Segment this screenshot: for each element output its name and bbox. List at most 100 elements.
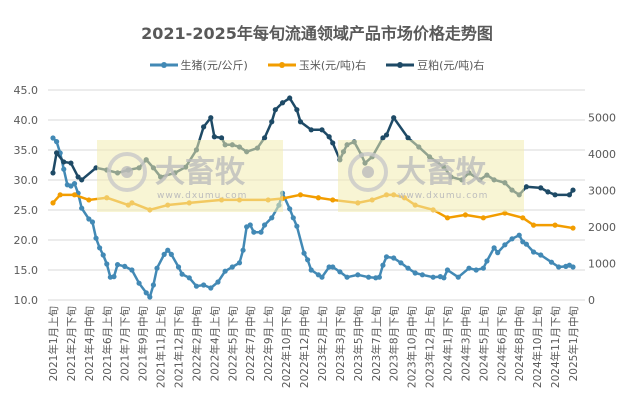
x-tick-label: 2024年3月中旬 xyxy=(459,306,472,381)
x-tick-label: 2024年1月下旬 xyxy=(441,306,454,381)
x-tick-label: 2022年12月中旬 xyxy=(298,306,311,388)
data-point xyxy=(290,215,296,221)
legend-item-pig[interactable]: 生猪(元/公斤) xyxy=(149,57,248,73)
data-point xyxy=(294,223,300,229)
watermark-logo-text: 大畜牧 xyxy=(155,155,246,190)
watermark-logo-icon xyxy=(107,152,147,192)
data-point xyxy=(71,181,78,187)
data-point xyxy=(168,251,174,257)
data-point xyxy=(251,229,257,235)
data-point xyxy=(566,192,573,198)
data-point xyxy=(326,264,332,270)
data-point xyxy=(552,192,558,198)
data-point xyxy=(355,272,361,278)
data-point xyxy=(165,247,171,253)
data-point xyxy=(509,236,515,242)
data-point xyxy=(444,267,451,273)
data-point xyxy=(68,160,74,166)
data-point xyxy=(111,274,117,280)
data-point xyxy=(491,245,497,251)
data-point xyxy=(53,150,60,156)
data-point xyxy=(114,262,121,268)
data-point xyxy=(530,222,537,228)
data-point xyxy=(175,264,182,270)
data-point xyxy=(261,135,268,141)
x-tick-label: 2024年11月下旬 xyxy=(549,306,562,388)
x-tick-label: 2023年7月上旬 xyxy=(370,306,383,381)
legend-item-corn[interactable]: 玉米(元/吨)右 xyxy=(267,57,366,73)
data-point xyxy=(104,261,110,267)
data-point xyxy=(57,192,63,198)
data-point xyxy=(383,132,390,138)
data-point xyxy=(444,215,451,221)
data-point xyxy=(79,205,85,211)
watermark-logo-dot xyxy=(362,166,374,178)
x-tick-label: 2021年1月上旬 xyxy=(47,306,60,381)
data-point xyxy=(330,264,336,270)
data-point xyxy=(287,206,293,212)
data-point xyxy=(330,140,336,146)
y-right-tick-label: 2000 xyxy=(588,221,616,234)
data-point xyxy=(186,275,192,281)
data-point xyxy=(50,170,56,176)
x-tick-label: 2024年6月下旬 xyxy=(495,306,508,381)
x-tick-label: 2021年2月下旬 xyxy=(65,306,78,381)
data-point xyxy=(272,107,278,113)
data-point xyxy=(330,197,336,203)
data-point xyxy=(383,254,390,260)
data-point xyxy=(308,267,314,273)
data-point xyxy=(208,285,214,291)
x-tick-label: 2023年5月中旬 xyxy=(352,306,365,381)
data-point xyxy=(50,135,56,141)
y-left-tick-label: 35.0 xyxy=(14,144,39,157)
y-left-tick-label: 30.0 xyxy=(14,174,39,187)
legend-item-soymeal[interactable]: 豆粕(元/吨)右 xyxy=(386,57,484,73)
data-point xyxy=(215,279,221,285)
x-tick-label: 2022年9月上旬 xyxy=(262,306,275,381)
data-point xyxy=(93,235,99,241)
data-point xyxy=(462,212,469,218)
data-point xyxy=(100,252,106,258)
data-point xyxy=(297,119,304,125)
data-point xyxy=(71,192,78,198)
data-point xyxy=(455,274,461,280)
data-point xyxy=(218,135,225,141)
data-point xyxy=(79,177,85,183)
data-point xyxy=(502,242,508,248)
data-point xyxy=(61,159,67,165)
x-tick-label: 2022年4月上旬 xyxy=(208,306,221,381)
data-point xyxy=(570,187,576,193)
data-point xyxy=(261,222,268,228)
data-point xyxy=(161,251,167,257)
data-point xyxy=(337,269,343,275)
y-left-tick-label: 20.0 xyxy=(14,234,39,247)
data-point xyxy=(201,124,207,130)
data-point xyxy=(50,200,56,206)
x-tick-label: 2021年4月中旬 xyxy=(83,306,96,381)
data-point xyxy=(150,282,157,288)
data-point xyxy=(89,219,96,225)
data-point xyxy=(97,245,103,251)
data-point xyxy=(552,222,558,228)
legend-label-pig: 生猪(元/公斤) xyxy=(180,59,248,72)
data-point xyxy=(229,264,235,270)
data-point xyxy=(319,127,325,133)
y-right-tick-label: 5000 xyxy=(588,111,616,124)
x-tick-label: 2021年9月中旬 xyxy=(137,306,150,381)
data-point xyxy=(520,215,526,221)
data-point xyxy=(380,262,386,268)
watermark-url-text: www.dxumu.com xyxy=(398,191,488,201)
x-tick-label: 2023年3月下旬 xyxy=(334,306,347,381)
x-tick-label: 2021年6月上旬 xyxy=(101,306,114,381)
data-point xyxy=(53,139,60,145)
data-point xyxy=(344,274,350,280)
data-point xyxy=(473,267,479,273)
data-point xyxy=(326,134,332,140)
y-right-tick-label: 3000 xyxy=(588,184,616,197)
x-tick-label: 2023年8月下旬 xyxy=(388,306,401,381)
data-point xyxy=(136,280,142,286)
data-point xyxy=(154,265,160,271)
watermark-logo-text: 大畜牧 xyxy=(396,155,487,190)
